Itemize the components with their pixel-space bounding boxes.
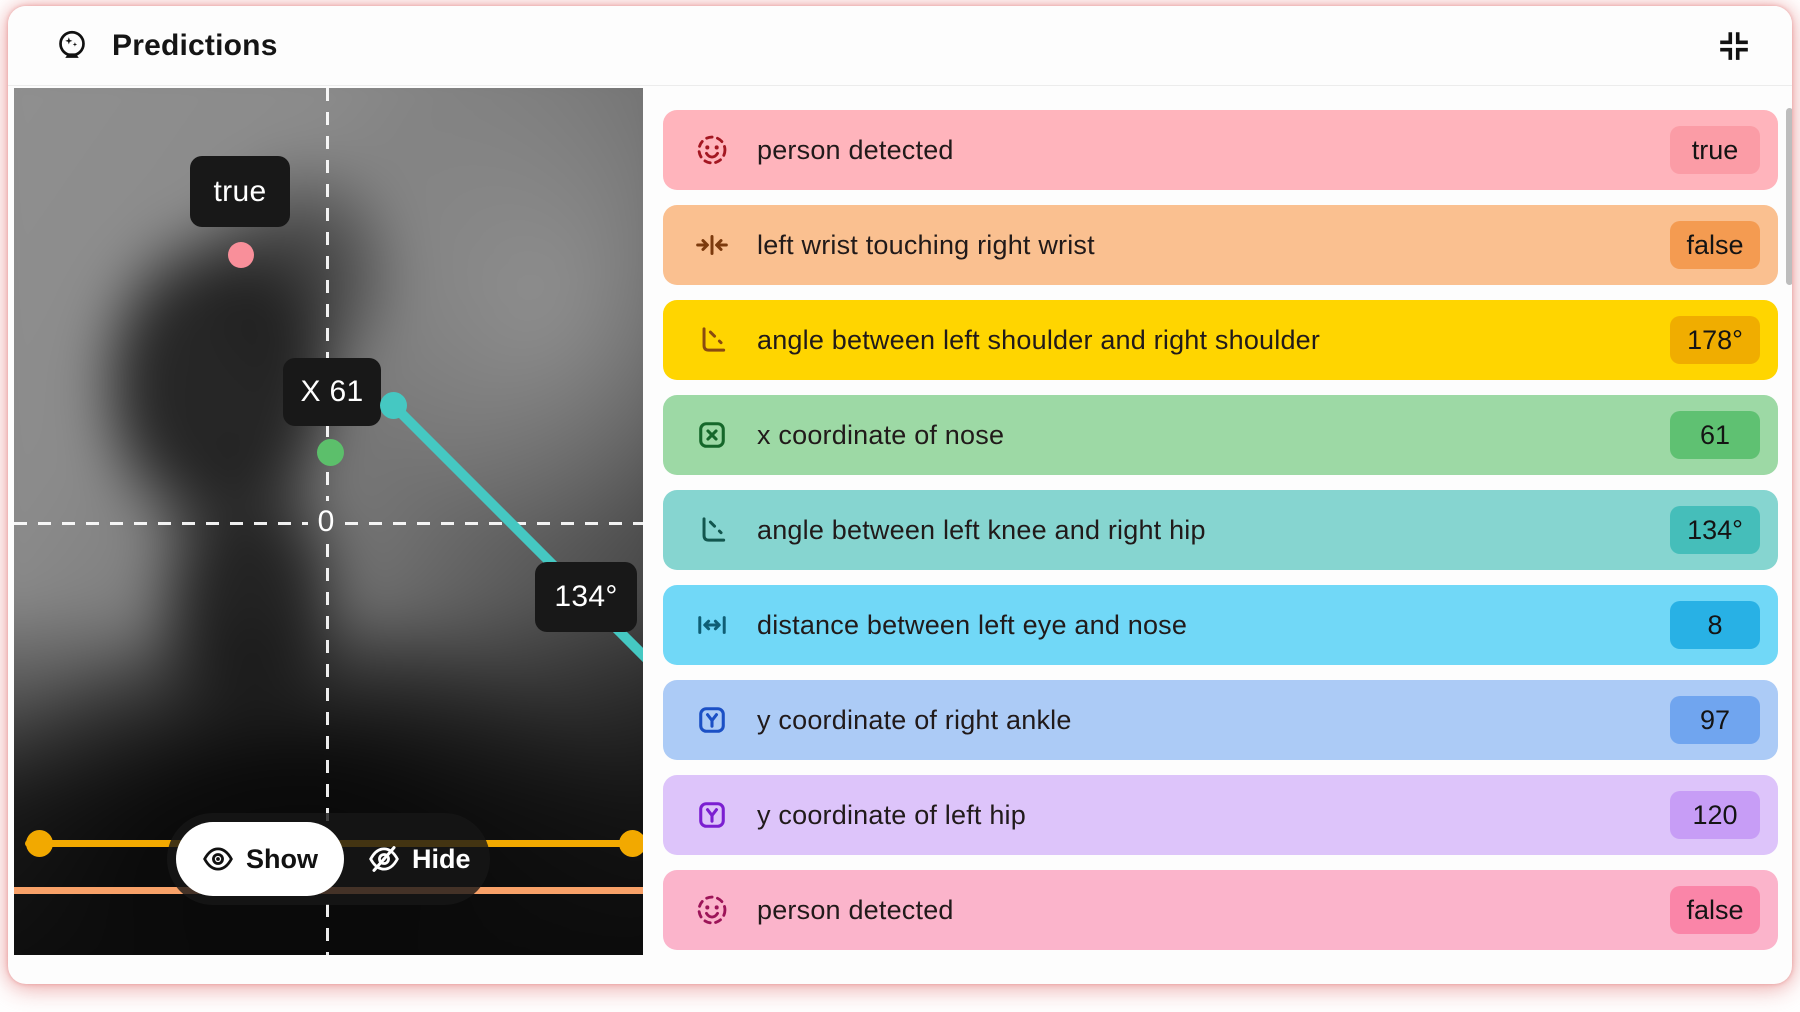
prediction-row[interactable]: y coordinate of right ankle 97 bbox=[663, 680, 1778, 760]
green-keypoint[interactable] bbox=[317, 439, 344, 466]
show-button-label: Show bbox=[246, 843, 318, 874]
prediction-label: person detected bbox=[757, 134, 954, 165]
crosshair-h-left bbox=[14, 522, 308, 525]
crystal-ball-icon bbox=[54, 28, 90, 64]
prediction-label: person detected bbox=[757, 894, 954, 925]
prediction-value-badge: false bbox=[1670, 221, 1760, 269]
prediction-value-badge: 61 bbox=[1670, 411, 1760, 459]
collapse-icon[interactable] bbox=[1716, 28, 1752, 64]
prediction-row[interactable]: left wrist touching right wrist false bbox=[663, 205, 1778, 285]
prediction-value-badge: 134° bbox=[1670, 506, 1760, 554]
nose-x-tooltip: X 61 bbox=[283, 358, 381, 426]
y-icon bbox=[695, 703, 729, 737]
eye-off-icon bbox=[368, 843, 400, 875]
skeleton-line-layer bbox=[388, 400, 643, 663]
window-header: Predictions bbox=[8, 6, 1792, 86]
angle-tooltip: 134° bbox=[535, 562, 637, 632]
prediction-label: y coordinate of right ankle bbox=[757, 704, 1072, 735]
overlay-toggle: Show Hide bbox=[167, 813, 490, 905]
crosshair-h-right bbox=[345, 522, 643, 525]
angle-icon bbox=[695, 323, 729, 357]
y-icon bbox=[695, 798, 729, 832]
list-scrollbar-thumb[interactable] bbox=[1786, 108, 1792, 285]
person-icon bbox=[695, 893, 729, 927]
distance-icon bbox=[695, 608, 729, 642]
origin-label: 0 bbox=[317, 505, 335, 538]
prediction-label: angle between left knee and right hip bbox=[757, 514, 1206, 545]
camera-preview: 0 true X 61 134° bbox=[14, 88, 643, 955]
hide-button-label: Hide bbox=[412, 843, 471, 874]
amber-keypoint-left[interactable] bbox=[26, 830, 53, 857]
pink-keypoint[interactable] bbox=[228, 242, 254, 268]
prediction-row[interactable]: person detected true bbox=[663, 110, 1778, 190]
prediction-row[interactable]: distance between left eye and nose 8 bbox=[663, 585, 1778, 665]
prediction-row[interactable]: angle between left knee and right hip 13… bbox=[663, 490, 1778, 570]
eye-icon bbox=[202, 843, 234, 875]
crosshair-v-bottom bbox=[326, 544, 329, 955]
prediction-row[interactable]: angle between left shoulder and right sh… bbox=[663, 300, 1778, 380]
prediction-label: angle between left shoulder and right sh… bbox=[757, 324, 1321, 355]
teal-keypoint[interactable] bbox=[380, 392, 407, 419]
person-icon bbox=[695, 133, 729, 167]
hide-button[interactable]: Hide bbox=[346, 822, 493, 896]
prediction-value-badge: 120 bbox=[1670, 791, 1760, 839]
predictions-window: Predictions 0 true X 61 bbox=[8, 6, 1792, 984]
prediction-label: y coordinate of left hip bbox=[757, 799, 1026, 830]
prediction-label: distance between left eye and nose bbox=[757, 609, 1188, 640]
crosshair-v-top bbox=[326, 88, 329, 501]
prediction-label: x coordinate of nose bbox=[757, 419, 1005, 450]
prediction-value-badge: 178° bbox=[1670, 316, 1760, 364]
prediction-row[interactable]: y coordinate of left hip 120 bbox=[663, 775, 1778, 855]
x-icon bbox=[695, 418, 729, 452]
prediction-row[interactable]: person detected false bbox=[663, 870, 1778, 950]
touch-icon bbox=[695, 228, 729, 262]
prediction-row[interactable]: x coordinate of nose 61 bbox=[663, 395, 1778, 475]
prediction-value-badge: 97 bbox=[1670, 696, 1760, 744]
page-title: Predictions bbox=[112, 28, 278, 62]
amber-keypoint-right[interactable] bbox=[619, 830, 643, 857]
prediction-value-badge: 8 bbox=[1670, 601, 1760, 649]
predictions-list: person detected true left wrist touching… bbox=[663, 88, 1786, 956]
angle-icon bbox=[695, 513, 729, 547]
prediction-value-badge: true bbox=[1670, 126, 1760, 174]
prediction-label: left wrist touching right wrist bbox=[757, 229, 1095, 260]
prediction-value-badge: false bbox=[1670, 886, 1760, 934]
person-detected-tooltip: true bbox=[190, 156, 290, 227]
show-button[interactable]: Show bbox=[176, 822, 344, 896]
